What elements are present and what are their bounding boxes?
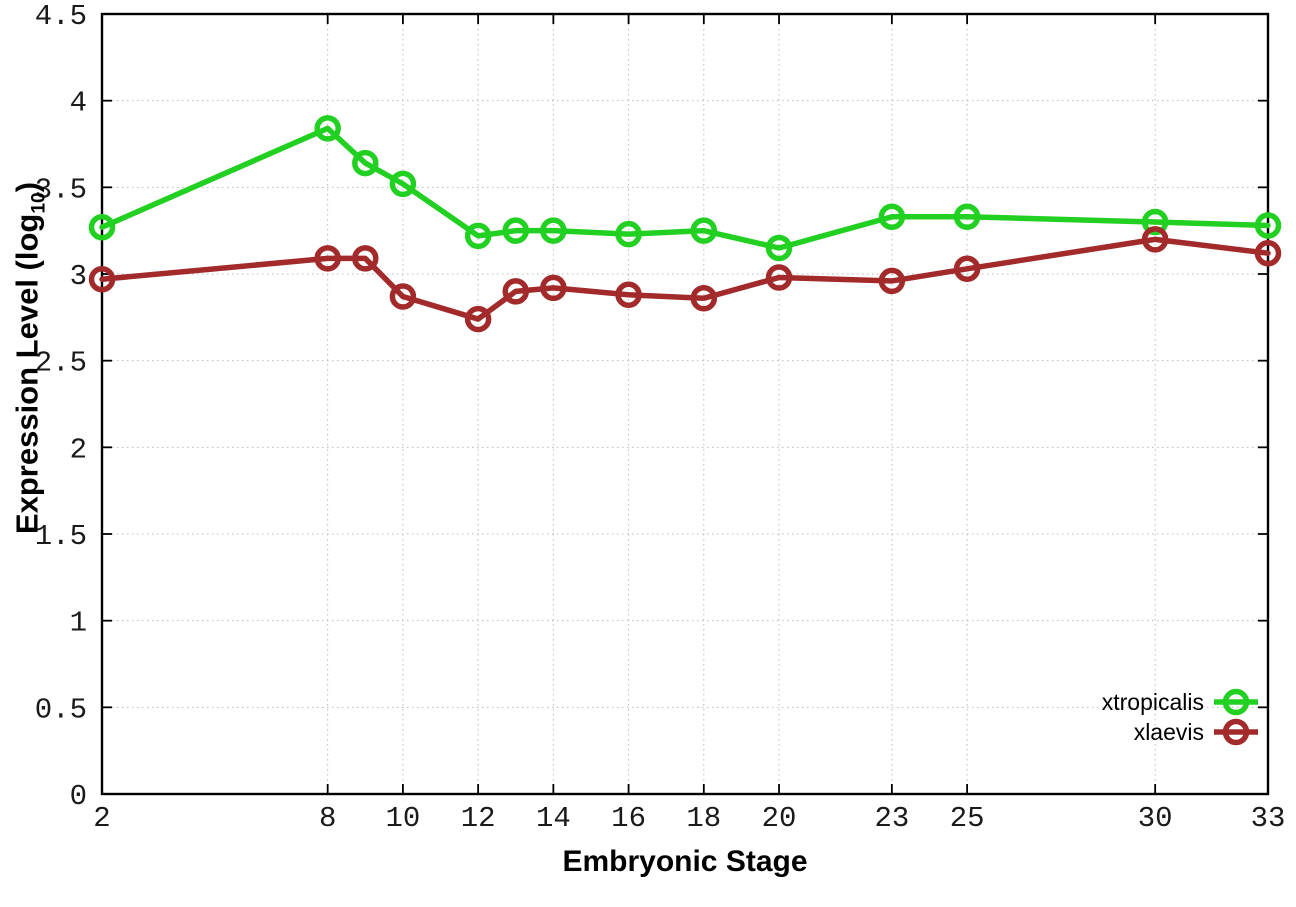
xlaevis-marker [690, 285, 718, 312]
xtropicalis-marker [878, 203, 906, 231]
xtropicalis-marker [615, 220, 642, 248]
plot-border [100, 12, 1270, 796]
legend-marker-sample [1222, 718, 1250, 746]
legend-label: xlaevis [1134, 719, 1204, 745]
y-axis-title-subscript: 10 [28, 192, 50, 214]
xtropicalis-line [99, 125, 1271, 251]
x-tick-label: 2 [93, 802, 110, 835]
x-tick-label: 18 [686, 802, 721, 835]
xlaevis-line [99, 236, 1271, 322]
xtropicalis-marker [88, 213, 116, 241]
x-tick-label: 16 [611, 802, 646, 835]
xlaevis-marker [1141, 226, 1169, 253]
legend-entry-xtropicalis: xtropicalis [1102, 688, 1258, 716]
x-tick-label: 30 [1138, 802, 1173, 835]
y-tick-label: 1.5 [35, 520, 87, 553]
y-tick-label: 4.5 [35, 0, 87, 33]
legend: xtropicalis xlaevis [1102, 688, 1258, 746]
xlaevis-marker [615, 281, 642, 309]
xtropicalis-marker [690, 217, 718, 244]
x-tick-label: 33 [1251, 802, 1286, 835]
xlaevis-marker [352, 245, 379, 272]
x-tick-label: 25 [950, 802, 985, 835]
y-tick-label: 0 [70, 780, 87, 813]
y-tick-label: 3 [70, 260, 87, 293]
x-tick-label: 8 [319, 802, 336, 835]
x-tick-label: 12 [461, 802, 496, 835]
xtropicalis-marker [352, 149, 379, 177]
xlaevis-marker [389, 283, 417, 310]
xlaevis-marker [314, 245, 341, 272]
xlaevis-marker [88, 265, 116, 293]
xtropicalis-marker [1254, 212, 1282, 239]
x-tick-label: 23 [874, 802, 909, 835]
xlaevis-marker [464, 305, 492, 333]
y-tick-label: 2 [70, 433, 87, 466]
xtropicalis-marker [765, 234, 793, 262]
xlaevis-marker [953, 255, 981, 283]
y-tick-label: 0.5 [35, 693, 87, 726]
xtropicalis-marker [464, 222, 492, 250]
y-axis-title-paren: ) [9, 181, 45, 193]
xtropicalis-marker [540, 217, 567, 244]
legend-marker-sample [1222, 688, 1250, 716]
xtropicalis-marker [314, 115, 341, 142]
y-axis-title: Expression Level (log10) [9, 182, 50, 534]
x-tick-label: 20 [762, 802, 797, 835]
xtropicalis-marker [389, 170, 417, 198]
xlaevis-marker [540, 274, 567, 302]
xtropicalis-marker [1141, 208, 1169, 236]
x-axis-title: Embryonic Stage [562, 845, 808, 878]
y-tick-label: 4 [70, 87, 87, 120]
xlaevis-marker [1254, 239, 1282, 267]
xlaevis-marker [765, 264, 793, 291]
xtropicalis-marker [502, 217, 529, 244]
legend-label: xtropicalis [1102, 689, 1204, 715]
xlaevis-marker [502, 278, 529, 305]
x-tick-label: 14 [536, 802, 571, 835]
xtropicalis-marker [953, 203, 981, 231]
tick-labels: 0 0.5 1 1.5 2 2.5 3 3.5 4 4.5 2 8 10 12 14 16 18 20 23 25 30… [35, 0, 1286, 835]
grid-layer [101, 13, 1269, 795]
legend-entry-xlaevis: xlaevis [1134, 718, 1258, 746]
x-tick-label: 10 [385, 802, 420, 835]
series-xlaevis [88, 226, 1282, 333]
tick-layer [101, 13, 1269, 795]
xlaevis-marker [878, 267, 906, 295]
y-tick-label: 1 [70, 607, 87, 640]
y-tick-label: 2.5 [35, 347, 87, 380]
y-tick-label: 3.5 [35, 173, 87, 206]
series-xtropicalis [88, 115, 1282, 262]
y-axis-title-text: Expression Level (log [9, 213, 45, 535]
